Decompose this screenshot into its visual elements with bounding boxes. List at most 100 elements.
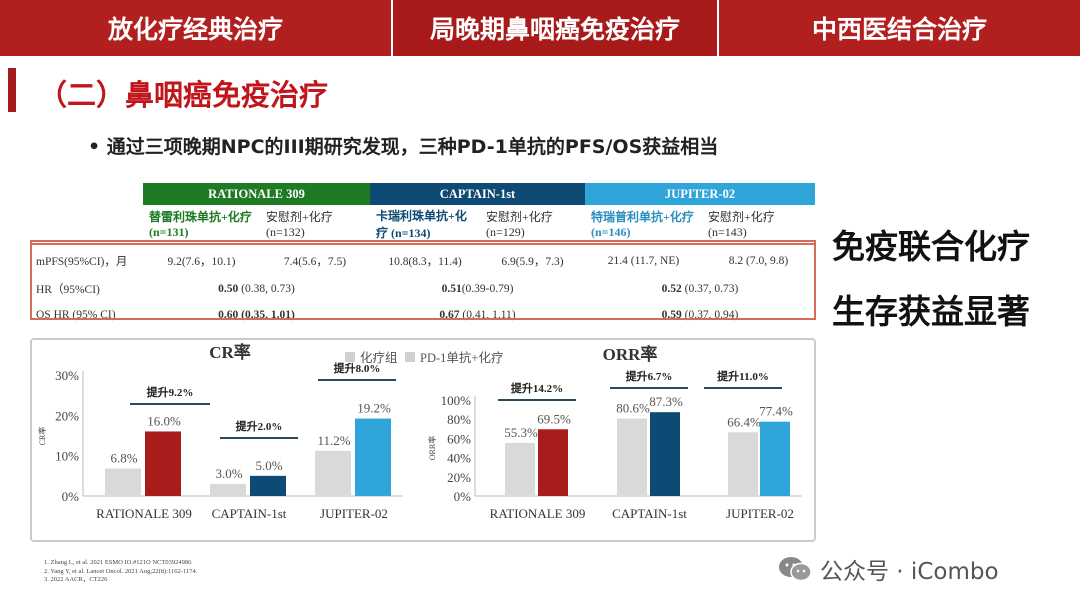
- bullet-text: • 通过三项晚期NPC的III期研究发现，三种PD-1单抗的PFS/OS获益相当: [88, 136, 719, 158]
- legend-swatch: [405, 352, 415, 362]
- cell: 0.50 (0.38, 0.73): [143, 276, 370, 302]
- data-label: 3.0%: [215, 466, 242, 481]
- data-label: 66.4%: [727, 414, 761, 429]
- cell: 10.8(8.3，11.4): [388, 255, 462, 268]
- arm-header: 安慰剂+化疗 (n=132): [260, 205, 370, 245]
- watermark-text: 公众号 · iCombo: [820, 559, 999, 585]
- bar: [210, 483, 246, 496]
- y-tick-label: 20%: [55, 408, 79, 423]
- x-tick-label: RATIONALE 309: [96, 506, 192, 521]
- bar: [505, 442, 535, 496]
- bar: [315, 450, 351, 496]
- trial-table: RATIONALE 309 CAPTAIN-1st JUPITER-02 替雷利…: [30, 183, 815, 328]
- tab-chemoradiotherapy[interactable]: 放化疗经典治疗: [0, 0, 393, 56]
- trial-header: JUPITER-02: [585, 183, 815, 205]
- arm-header: 安慰剂+化疗 (n=129): [480, 205, 585, 245]
- bar: [728, 432, 758, 496]
- y-tick-label: 30%: [55, 368, 79, 383]
- x-tick-label: JUPITER-02: [726, 506, 794, 521]
- row-label: HR（95%CI): [36, 284, 100, 296]
- footnote: 2. Yang Y, et al. Lancet Oncol. 2021 Aug…: [44, 567, 198, 575]
- cell: 8.2 (7.0, 9.8): [728, 254, 789, 267]
- x-tick-label: JUPITER-02: [320, 506, 388, 521]
- bar: [760, 421, 790, 496]
- arm-header: 卡瑞利珠单抗+化疗 (n=134): [370, 205, 480, 245]
- y-tick-label: 40%: [447, 451, 471, 466]
- improvement-label: 提升2.0%: [236, 419, 283, 433]
- footnote: 3. 2022 AACR，CT226: [44, 576, 108, 583]
- value-ci: (0.39-0.79): [461, 283, 514, 295]
- y-axis-label: ORR率: [427, 436, 437, 460]
- bar: [355, 418, 391, 496]
- x-tick-label: CAPTAIN-1st: [612, 506, 687, 521]
- y-tick-label: 100%: [441, 393, 472, 408]
- data-label: 80.6%: [616, 401, 650, 416]
- table-row: mPFS(95%CI)，月 9.2(7.6，10.1) 7.4(5.6，7.5)…: [30, 244, 815, 276]
- value-bold: 0.52: [661, 283, 682, 295]
- conclusion-line: 免疫联合化疗: [832, 227, 1030, 266]
- footnotes: 1. Zhang L, et al. 2021 ESMO IO.#121O NC…: [44, 559, 197, 585]
- cell: 7.4(5.6，7.5): [283, 255, 347, 268]
- section-tabs: 放化疗经典治疗 局晚期鼻咽癌免疫治疗 中西医结合治疗: [0, 0, 1080, 56]
- value-bold: 0.50: [218, 283, 239, 295]
- bar: [538, 429, 568, 496]
- data-label: 69.5%: [537, 411, 571, 426]
- cell: 0.51(0.39-0.79): [370, 276, 585, 302]
- data-label: 55.3%: [504, 425, 538, 440]
- legend-swatch: [345, 352, 355, 362]
- value-bold: 0.51: [441, 283, 462, 295]
- data-label: 87.3%: [649, 394, 683, 409]
- legend-label: PD-1单抗+化疗: [420, 350, 503, 365]
- improvement-label: 提升14.2%: [511, 381, 563, 395]
- y-tick-label: 60%: [447, 431, 471, 446]
- bar: [617, 418, 647, 496]
- data-label: 16.0%: [147, 413, 181, 428]
- conclusion-line: 生存获益显著: [832, 292, 1030, 331]
- value-ci: (0.38, 0.73): [238, 283, 295, 295]
- page-title: （二）鼻咽癌免疫治疗: [38, 78, 329, 112]
- charts-panel: [30, 338, 816, 542]
- value-ci: (0.37, 0.73): [681, 283, 739, 295]
- row-label: mPFS(95%CI)，月: [36, 255, 128, 268]
- data-label: 5.0%: [255, 458, 282, 473]
- title-accent-bar: [8, 68, 16, 112]
- tab-integrated-medicine[interactable]: 中西医结合治疗: [811, 15, 987, 44]
- trial-header: CAPTAIN-1st: [370, 183, 585, 205]
- y-tick-label: 10%: [55, 449, 79, 464]
- data-label: 77.4%: [759, 404, 793, 419]
- data-label: 19.2%: [357, 401, 391, 416]
- x-tick-label: CAPTAIN-1st: [212, 506, 287, 521]
- bar: [650, 412, 680, 496]
- cell: 9.2(7.6，10.1): [167, 255, 236, 268]
- watermark: 公众号 · iCombo: [778, 552, 999, 586]
- arm-header: 安慰剂+化疗 (n=143): [702, 205, 815, 245]
- footnote: 1. Zhang L, et al. 2021 ESMO IO.#121O NC…: [44, 559, 192, 566]
- improvement-label: 提升6.7%: [626, 369, 673, 383]
- x-tick-label: RATIONALE 309: [490, 506, 586, 521]
- arm-header: 替雷利珠单抗+化疗 (n=131): [143, 205, 260, 245]
- y-axis-label: CR率: [37, 427, 47, 446]
- table-row: HR（95%CI) 0.50 (0.38, 0.73) 0.51(0.39-0.…: [30, 276, 815, 302]
- legend-label: 化疗组: [360, 351, 398, 365]
- y-tick-label: 20%: [447, 470, 471, 485]
- chart-title: CR率: [209, 342, 251, 362]
- chart-title: ORR率: [603, 344, 658, 364]
- improvement-label: 提升11.0%: [717, 369, 769, 383]
- data-label: 6.8%: [110, 451, 137, 466]
- bar: [145, 431, 181, 496]
- trial-header: RATIONALE 309: [143, 183, 370, 205]
- improvement-label: 提升8.0%: [334, 361, 381, 375]
- improvement-label: 提升9.2%: [147, 385, 194, 399]
- y-tick-label: 0%: [62, 489, 80, 504]
- cell: 21.4 (11.7, NE): [607, 254, 680, 267]
- wechat-icon: [778, 556, 812, 582]
- cell: 6.9(5.9，7.3): [501, 255, 564, 268]
- cell: 0.52 (0.37, 0.73): [585, 276, 815, 302]
- tab-immunotherapy[interactable]: 局晚期鼻咽癌免疫治疗: [393, 0, 719, 56]
- y-tick-label: 0%: [454, 489, 472, 504]
- data-label: 11.2%: [317, 433, 350, 448]
- bar: [250, 475, 286, 496]
- bar: [105, 468, 141, 496]
- y-tick-label: 80%: [447, 412, 471, 427]
